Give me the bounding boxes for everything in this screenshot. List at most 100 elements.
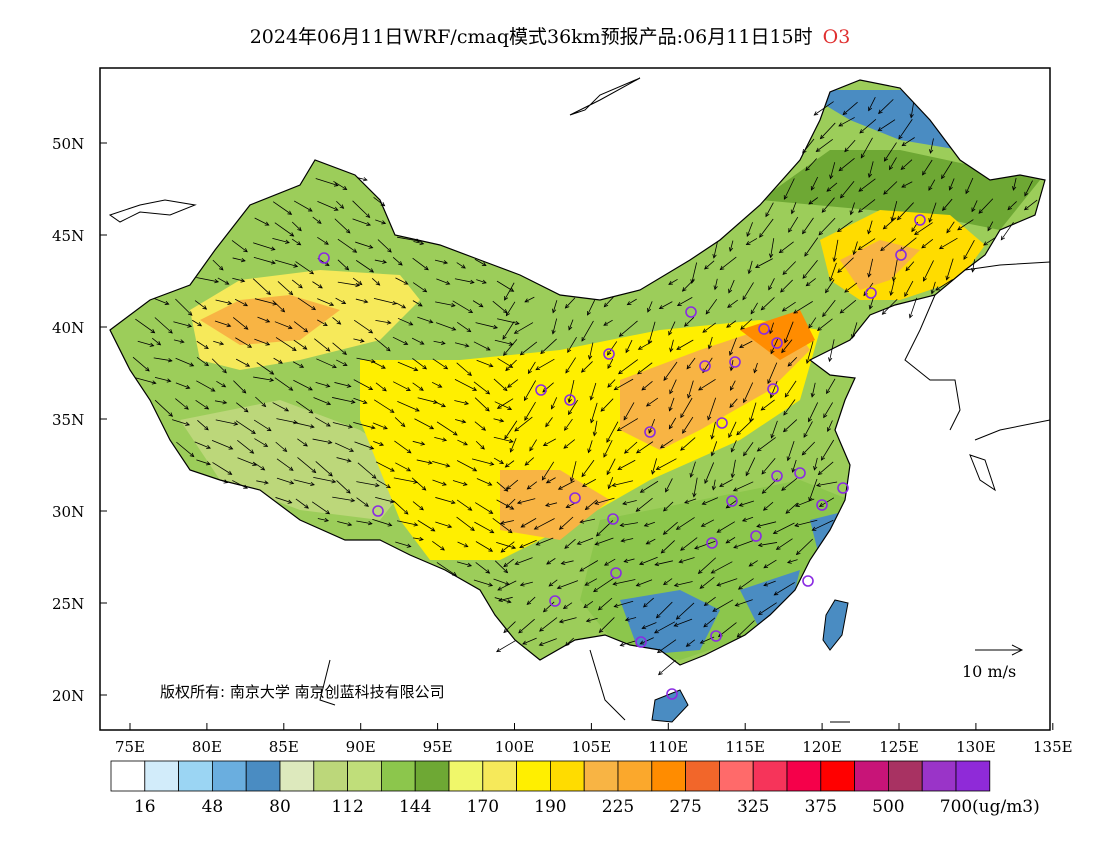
china-border bbox=[109, 79, 1046, 666]
city-marker bbox=[564, 394, 576, 406]
city-marker bbox=[726, 495, 738, 507]
colorbar-swatch bbox=[955, 760, 991, 792]
lat-label: 40N bbox=[52, 319, 84, 337]
colorbar-swatch bbox=[921, 760, 957, 792]
lon-label: 130E bbox=[956, 738, 996, 756]
colorbar-swatch bbox=[380, 760, 416, 792]
colorbar-swatch bbox=[888, 760, 923, 792]
lon-label: 80E bbox=[192, 738, 222, 756]
colorbar-label: 170 bbox=[467, 797, 499, 817]
colorbar-label: 80 bbox=[269, 797, 291, 817]
colorbar-label: 375 bbox=[805, 797, 837, 817]
city-marker bbox=[837, 482, 849, 494]
lat-label: 50N bbox=[52, 135, 84, 153]
city-marker bbox=[685, 306, 697, 318]
colorbar-swatch bbox=[550, 760, 585, 792]
copyright-text: 版权所有: 南京大学 南京创蓝科技有限公司 bbox=[160, 683, 445, 701]
colorbar-label: 700 bbox=[940, 797, 972, 817]
lon-label: 85E bbox=[269, 738, 299, 756]
city-marker bbox=[716, 417, 728, 429]
colorbar: 16 48 80 112 144 170 190 225 275 325 375 500 700 bbox=[110, 760, 991, 817]
lon-label: 120E bbox=[802, 738, 842, 756]
city-marker bbox=[607, 513, 619, 525]
lat-label: 30N bbox=[52, 503, 84, 521]
city-marker bbox=[771, 470, 783, 482]
coastlines bbox=[108, 77, 1051, 723]
colorbar-swatch bbox=[144, 760, 180, 792]
city-marker bbox=[549, 595, 561, 607]
city-marker bbox=[729, 356, 741, 368]
colorbar-swatch bbox=[245, 760, 281, 792]
city-marker bbox=[767, 383, 779, 395]
city-marker bbox=[794, 467, 806, 479]
colorbar-swatch bbox=[516, 760, 551, 792]
colorbar-swatch bbox=[752, 760, 788, 792]
city-markers bbox=[318, 214, 926, 700]
colorbar-swatch bbox=[313, 760, 348, 792]
lon-label: 125E bbox=[879, 738, 919, 756]
colorbar-label: 48 bbox=[202, 797, 224, 817]
colorbar-unit: (ug/m3) bbox=[972, 797, 1040, 817]
lon-label: 100E bbox=[495, 738, 535, 756]
lon-label: 75E bbox=[115, 738, 145, 756]
colorbar-label: 325 bbox=[737, 797, 769, 817]
city-marker bbox=[750, 530, 762, 542]
city-marker bbox=[603, 348, 615, 360]
title-main: 2024年06月11日WRF/cmaq模式36km预报产品:06月11日15时 bbox=[249, 26, 813, 48]
colorbar-label: 225 bbox=[602, 797, 634, 817]
latitude-axis: 50N 45N 40N 35N 30N 25N 20N bbox=[52, 135, 107, 705]
colorbar-swatch bbox=[110, 760, 146, 792]
city-marker bbox=[372, 505, 384, 517]
colorbar-swatch bbox=[279, 760, 315, 792]
lon-label: 115E bbox=[725, 738, 765, 756]
colorbar-label: 190 bbox=[534, 797, 566, 817]
colorbar-label: 16 bbox=[134, 797, 156, 817]
city-marker bbox=[706, 537, 718, 549]
colorbar-label: 144 bbox=[399, 797, 431, 817]
colorbar-label: 112 bbox=[331, 797, 363, 817]
city-marker bbox=[758, 323, 770, 335]
colorbar-swatch bbox=[854, 760, 889, 792]
colorbar-swatch bbox=[786, 760, 822, 792]
wind-reference-label: 10 m/s bbox=[962, 662, 1016, 681]
colorbar-swatch bbox=[651, 760, 686, 792]
lon-label: 90E bbox=[346, 738, 376, 756]
city-marker bbox=[802, 575, 814, 587]
city-marker bbox=[865, 287, 877, 299]
city-marker bbox=[895, 249, 907, 261]
colorbar-swatch bbox=[347, 760, 382, 792]
colorbar-swatch bbox=[211, 760, 247, 792]
city-marker bbox=[610, 567, 622, 579]
colorbar-swatch bbox=[178, 760, 213, 792]
city-marker bbox=[318, 252, 330, 264]
map-title: 2024年06月11日WRF/cmaq模式36km预报产品:06月11日15时 O… bbox=[0, 22, 1100, 49]
lat-label: 20N bbox=[52, 687, 84, 705]
longitude-axis: 75E 80E 85E 90E 95E 100E 105E 110E 115E 120E 125E 1… bbox=[115, 723, 1073, 756]
lat-label: 25N bbox=[52, 595, 84, 613]
wind-reference: 10 m/s bbox=[962, 644, 1024, 681]
colorbar-swatch bbox=[583, 760, 619, 792]
city-marker bbox=[666, 688, 678, 700]
lon-label: 105E bbox=[572, 738, 612, 756]
city-marker bbox=[710, 630, 722, 642]
colorbar-label: 275 bbox=[669, 797, 701, 817]
colorbar-swatch bbox=[685, 760, 720, 792]
title-species: O3 bbox=[822, 26, 851, 48]
city-marker bbox=[771, 337, 783, 349]
lon-label: 110E bbox=[649, 738, 689, 756]
lon-label: 95E bbox=[423, 738, 453, 756]
lat-label: 35N bbox=[52, 411, 84, 429]
city-marker bbox=[535, 384, 547, 396]
wind-vector-field bbox=[132, 96, 1038, 676]
city-marker bbox=[699, 360, 711, 372]
colorbar-label: 500 bbox=[872, 797, 904, 817]
lat-label: 45N bbox=[52, 227, 84, 245]
colorbar-swatch bbox=[448, 760, 484, 792]
taiwan-island bbox=[822, 599, 849, 651]
colorbar-swatch bbox=[414, 760, 450, 792]
colorbar-swatch bbox=[482, 760, 517, 792]
colorbar-swatch bbox=[617, 760, 653, 792]
city-marker bbox=[569, 492, 581, 504]
city-marker bbox=[914, 214, 926, 226]
